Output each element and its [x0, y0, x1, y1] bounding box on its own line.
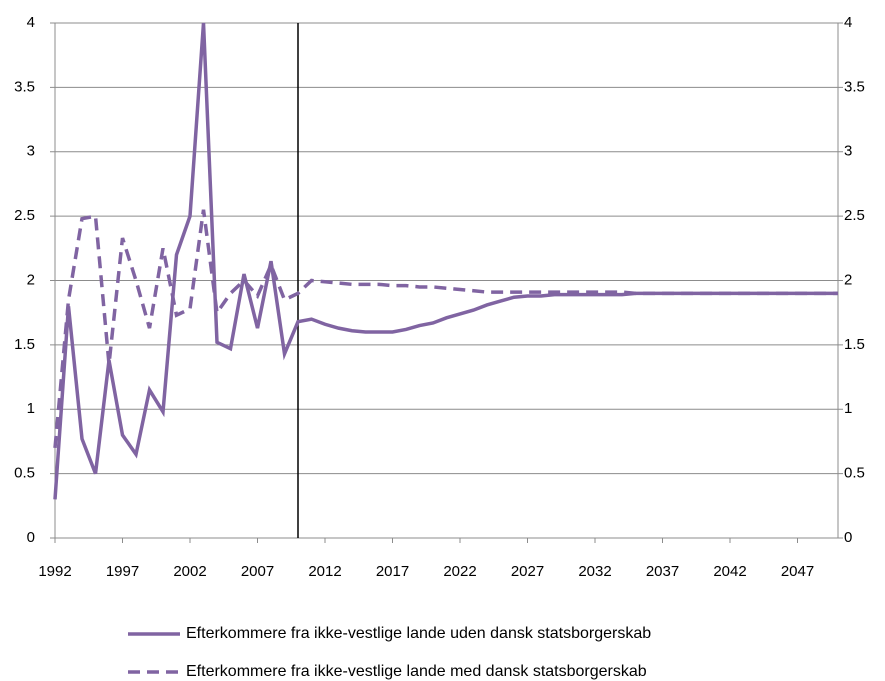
x-tick-label: 2012: [308, 563, 341, 580]
x-tick-label: 2032: [578, 563, 611, 580]
y-tick-label: 3.5: [14, 78, 35, 95]
y2-tick-label: 1: [844, 400, 852, 417]
y-tick-label: 0.5: [14, 465, 35, 482]
y-tick-label: 3: [27, 143, 35, 160]
y-tick-label: 1.5: [14, 336, 35, 353]
y-tick-label: 0: [27, 529, 35, 546]
y2-tick-label: 0.5: [844, 465, 865, 482]
y2-tick-label: 4: [844, 14, 852, 31]
x-tick-label: 2017: [376, 563, 409, 580]
y2-tick-label: 2.5: [844, 207, 865, 224]
y-tick-label: 1: [27, 400, 35, 417]
y2-tick-label: 1.5: [844, 336, 865, 353]
x-tick-label: 2022: [443, 563, 476, 580]
x-tick-label: 2037: [646, 563, 679, 580]
series-line: [53, 22, 838, 500]
x-tick-label: 1997: [106, 563, 139, 580]
y2-tick-label: 3.5: [844, 78, 865, 95]
y-tick-label: 2.5: [14, 207, 35, 224]
y2-tick-label: 3: [844, 143, 852, 160]
y-tick-label: 2: [27, 271, 35, 288]
x-tick-label: 2002: [173, 563, 206, 580]
legend-label: Efterkommere fra ikke-vestlige lande ude…: [186, 625, 651, 642]
x-tick-label: 2042: [713, 563, 746, 580]
y2-tick-label: 0: [844, 529, 852, 546]
x-tick-label: 2007: [241, 563, 274, 580]
series-line: [53, 209, 838, 449]
y-tick-label: 4: [27, 14, 35, 31]
x-tick-label: 2027: [511, 563, 544, 580]
x-tick-label: 1992: [38, 563, 71, 580]
legend-label: Efterkommere fra ikke-vestlige lande med…: [186, 663, 647, 680]
y2-tick-label: 2: [844, 271, 852, 288]
x-tick-label: 2047: [781, 563, 814, 580]
